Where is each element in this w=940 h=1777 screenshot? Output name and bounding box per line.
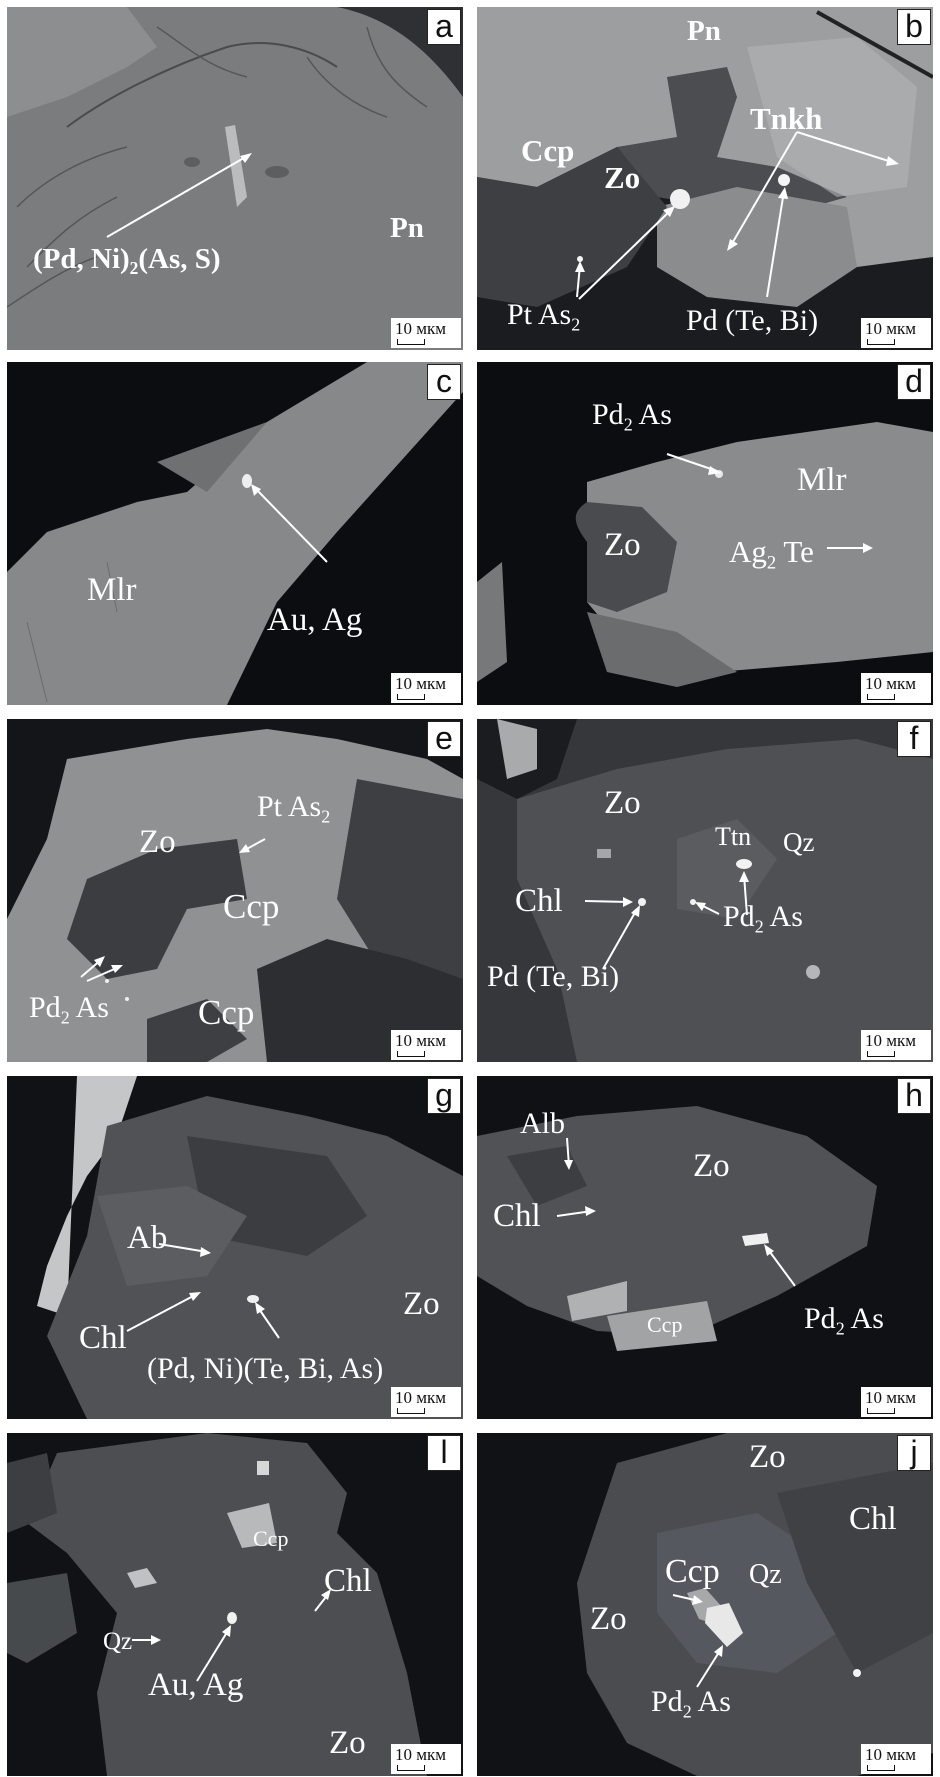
label-au-ag: Au, Ag: [148, 1667, 244, 1703]
panel-letter: a: [427, 9, 461, 45]
label-pd2as: Pd2 As: [723, 900, 803, 937]
scale-bar: 10 мкм: [391, 1387, 461, 1417]
panel-e: Pt As2 Zo Ccp Pd2 As Ccp e 10 мкм: [7, 719, 463, 1062]
label-ccp: Ccp: [647, 1312, 683, 1337]
panel-a: (Pd, Ni)2(As, S) Pn a 10 мкм: [7, 7, 463, 350]
panel-d: Pd2 As Mlr Zo Ag2 Te d 10 мкм: [477, 362, 933, 705]
panel-l-image: [7, 1433, 463, 1776]
label-ag2te: Ag2 Te: [729, 534, 814, 574]
label-ccp: Ccp: [665, 1553, 720, 1590]
scale-bar: 10 мкм: [861, 1030, 931, 1060]
panel-j: Zo Chl Ccp Qz Zo Pd2 As j 10 мкм: [477, 1433, 933, 1776]
label-pdni-te-bi-as: (Pd, Ni)(Te, Bi, As): [147, 1352, 384, 1385]
scale-bar: 10 мкм: [391, 673, 461, 703]
label-chl: Chl: [493, 1198, 541, 1234]
label-mlr: Mlr: [87, 572, 137, 608]
panel-c: Mlr Au, Ag c 10 мкм: [7, 362, 463, 705]
panel-letter: c: [427, 364, 461, 400]
label-qz: Qz: [783, 827, 815, 857]
label-ccp: Ccp: [521, 133, 575, 168]
label-chl: Chl: [515, 883, 563, 919]
panel-letter: j: [897, 1435, 931, 1471]
label-ccp: Ccp: [223, 887, 280, 926]
label-pd2as: Pd2 As: [804, 1302, 884, 1339]
label-zo: Zo: [749, 1439, 786, 1475]
scale-bar: 10 мкм: [861, 318, 931, 348]
label-ccp: Ccp: [253, 1526, 289, 1551]
panel-letter: h: [897, 1078, 931, 1114]
label-zo: Zo: [604, 785, 641, 821]
label-chl: Chl: [324, 1563, 372, 1599]
scale-bar: 10 мкм: [391, 318, 461, 348]
label-pd2as: Pd2 As: [29, 991, 109, 1028]
label-pd-te-bi: Pd (Te, Bi): [686, 304, 819, 337]
label-pd2as: Pd2 As: [651, 1685, 731, 1722]
label-pdni-as-s: (Pd, Ni)2(As, S): [33, 243, 221, 279]
panel-f: Zo Ttn Qz Chl Pd2 As Pd (Te, Bi) f 10 мк…: [477, 719, 933, 1062]
panel-letter: d: [897, 364, 931, 400]
panel-g-image: [7, 1076, 463, 1419]
label-chl: Chl: [79, 1320, 127, 1356]
label-ptas2: Pt As2: [257, 790, 331, 827]
panel-letter: b: [897, 9, 931, 45]
panel-g: Ab Chl Zo (Pd, Ni)(Te, Bi, As) g 10 мкм: [7, 1076, 463, 1419]
panel-h: Alb Zo Chl Pd2 As Ccp h 10 мкм: [477, 1076, 933, 1419]
label-zo: Zo: [604, 527, 641, 563]
panel-letter: f: [897, 721, 931, 757]
label-zo: Zo: [403, 1286, 440, 1322]
label-ptas2: Pt As2: [507, 298, 581, 335]
panel-f-image: [477, 719, 933, 1062]
panel-j-image: [477, 1433, 933, 1776]
label-zo: Zo: [329, 1725, 366, 1761]
label-alb: Alb: [520, 1107, 565, 1140]
panel-letter: g: [427, 1078, 461, 1114]
panel-e-image: [7, 719, 463, 1062]
label-pn: Pn: [687, 15, 721, 47]
label-chl: Chl: [849, 1501, 897, 1537]
label-pd-te-bi: Pd (Te, Bi): [487, 960, 620, 993]
panel-letter: e: [427, 721, 461, 757]
label-qz: Qz: [749, 1559, 782, 1590]
label-pd2as: Pd2 As: [592, 398, 672, 435]
panel-l: Ccp Chl Qz Au, Ag Zo l 10 мкм: [7, 1433, 463, 1776]
panel-b: Pn Ccp Tnkh Zo Pt As2 Pd (Te, Bi) b 10 м…: [477, 7, 933, 350]
panel-a-image: [7, 7, 463, 350]
label-au-ag: Au, Ag: [267, 602, 363, 638]
scale-bar: 10 мкм: [861, 673, 931, 703]
panel-h-image: [477, 1076, 933, 1419]
label-qz: Qz: [103, 1628, 133, 1655]
label-ccp-2: Ccp: [198, 993, 255, 1032]
label-pn: Pn: [390, 212, 424, 244]
scale-bar: 10 мкм: [391, 1030, 461, 1060]
label-zo: Zo: [604, 160, 641, 195]
label-ab: Ab: [127, 1220, 168, 1256]
label-tnkh: Tnkh: [750, 101, 823, 136]
scale-bar: 10 мкм: [861, 1744, 931, 1774]
label-mlr: Mlr: [797, 462, 847, 498]
label-zo-2: Zo: [590, 1601, 627, 1637]
panel-d-image: [477, 362, 933, 705]
panel-c-image: [7, 362, 463, 705]
panel-letter: l: [427, 1435, 461, 1471]
scale-bar: 10 мкм: [391, 1744, 461, 1774]
scale-bar: 10 мкм: [861, 1387, 931, 1417]
label-zo: Zo: [693, 1148, 730, 1184]
label-ttn: Ttn: [715, 822, 752, 851]
label-zo: Zo: [139, 824, 176, 860]
